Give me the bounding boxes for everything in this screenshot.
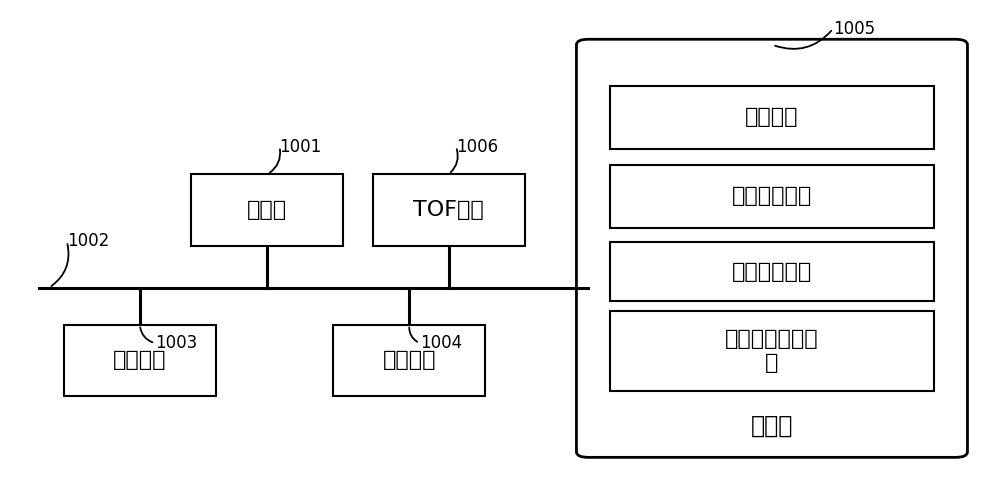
Text: TOF相机: TOF相机 — [413, 200, 484, 220]
Bar — [610, 165, 934, 228]
Bar — [610, 86, 934, 149]
Text: 1001: 1001 — [280, 138, 322, 155]
Text: 1002: 1002 — [67, 232, 109, 250]
Text: 1003: 1003 — [155, 334, 197, 352]
Text: 1005: 1005 — [833, 20, 875, 37]
Bar — [64, 325, 216, 396]
Text: 1004: 1004 — [420, 334, 462, 352]
Bar — [610, 242, 934, 301]
Bar — [610, 311, 934, 391]
Text: 1006: 1006 — [456, 138, 498, 155]
Text: 存储器: 存储器 — [751, 413, 793, 437]
Text: 操作系统: 操作系统 — [745, 107, 799, 127]
Bar — [333, 325, 485, 396]
FancyBboxPatch shape — [576, 39, 967, 458]
Text: 托盘位姿定位程
序: 托盘位姿定位程 序 — [725, 330, 819, 372]
Text: 网络接口: 网络接口 — [383, 350, 436, 370]
Text: 处理器: 处理器 — [247, 200, 287, 220]
Text: 用户接口模块: 用户接口模块 — [732, 262, 812, 282]
Text: 用户接口: 用户接口 — [113, 350, 167, 370]
Text: 网络通信模块: 网络通信模块 — [732, 186, 812, 207]
Bar — [373, 174, 524, 246]
Bar — [191, 174, 343, 246]
